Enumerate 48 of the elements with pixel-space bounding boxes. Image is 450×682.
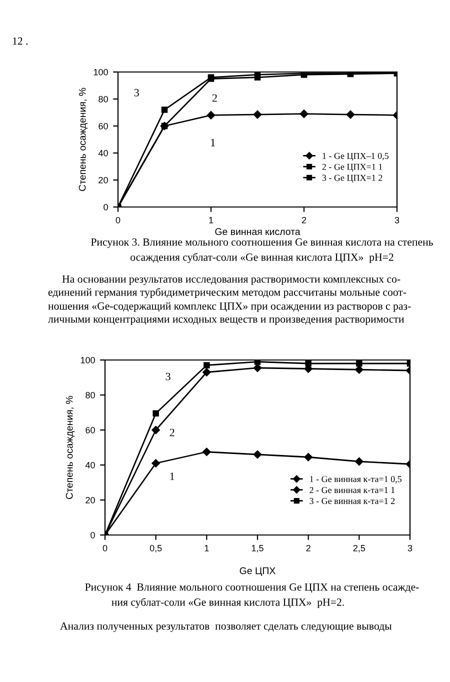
x-tick-label: 2 bbox=[306, 544, 310, 552]
x-axis-title: Ge ЦПХ bbox=[240, 567, 276, 576]
text: Рисунок 3. Влияние мольного соотношения Ge винная кислота на степень bbox=[91, 238, 433, 248]
y-tick-label: 80 bbox=[86, 392, 95, 398]
y-tick-label: 0 bbox=[90, 532, 95, 538]
y-tick-label: 40 bbox=[85, 462, 95, 468]
text: Анализ полученных результатов позволяет сделать следующие выводы bbox=[60, 622, 392, 632]
x-tick-label: 2,5 bbox=[353, 544, 366, 552]
x-axis-title: Ge винная кислота bbox=[215, 228, 300, 236]
annotation: 1 bbox=[170, 472, 174, 480]
annotation: 3 bbox=[166, 372, 170, 380]
text: осаждения сублат-соли «Ge винная кислота ЦПХ» pH=2 bbox=[130, 252, 394, 264]
x-tick-label: 1 bbox=[209, 217, 214, 224]
x-tick-label: 0 bbox=[116, 216, 120, 224]
text: 12 . bbox=[12, 37, 28, 45]
x-tick-label: 1,5 bbox=[252, 545, 264, 552]
text: На основании результатов исследования растворимости комплексных со- bbox=[62, 275, 400, 285]
y-tick-label: 20 bbox=[98, 176, 108, 184]
text: единений германия турбидиметрическим методом рассчитаны мольные соот- bbox=[48, 288, 406, 298]
annotation: 3 bbox=[134, 88, 139, 96]
x-tick-label: 1 bbox=[204, 545, 209, 552]
legend-label: 1 - Ge ЦПХ–1 0,5 bbox=[322, 152, 389, 161]
legend-label: 2 - Ge ЦПХ=1 1 bbox=[322, 164, 382, 172]
x-tick-label: 2 bbox=[302, 216, 306, 224]
y-tick-label: 100 bbox=[94, 68, 108, 76]
y-tick-label: 40 bbox=[98, 150, 108, 156]
y-axis-title: Степень осаждения, % bbox=[78, 88, 88, 191]
y-tick-label: 0 bbox=[104, 204, 108, 210]
legend-label: 3 - Ge ЦПХ=1 2 bbox=[322, 174, 382, 183]
y-tick-label: 80 bbox=[98, 96, 108, 102]
annotation: 2 bbox=[212, 94, 217, 102]
y-tick-label: 20 bbox=[86, 496, 95, 504]
text: ния сублат-соли «Ge винная кислота ЦПХ» pH=2. bbox=[112, 598, 344, 608]
x-tick-label: 3 bbox=[394, 216, 400, 224]
x-tick-label: 3 bbox=[408, 544, 412, 552]
annotation: 1 bbox=[211, 138, 215, 146]
legend-label: 1 - Ge винная к-та=1 0,5 bbox=[310, 476, 402, 484]
y-tick-label: 100 bbox=[80, 356, 95, 364]
annotation: 2 bbox=[170, 428, 174, 436]
text: личными концентрациями исходных веществ и произведения растворимости bbox=[48, 318, 404, 325]
y-tick-label: 60 bbox=[98, 122, 108, 130]
text: ношения «Ge-содержащий комплекс ЦПХ» при осаждении из растворов с раз- bbox=[48, 302, 411, 312]
y-tick-label: 60 bbox=[86, 426, 95, 434]
text: Рисунок 4 Влияние мольного соотношения Ge ЦПХ на степень осажде- bbox=[85, 583, 419, 593]
legend-label: 3 - Ge винная к-та=1 2 bbox=[310, 498, 395, 504]
y-axis-title: Степень осаждения, % bbox=[66, 396, 75, 499]
legend-label: 2 - Ge винная к-та=1 1 bbox=[310, 487, 395, 494]
x-tick-label: 0,5 bbox=[150, 544, 162, 552]
